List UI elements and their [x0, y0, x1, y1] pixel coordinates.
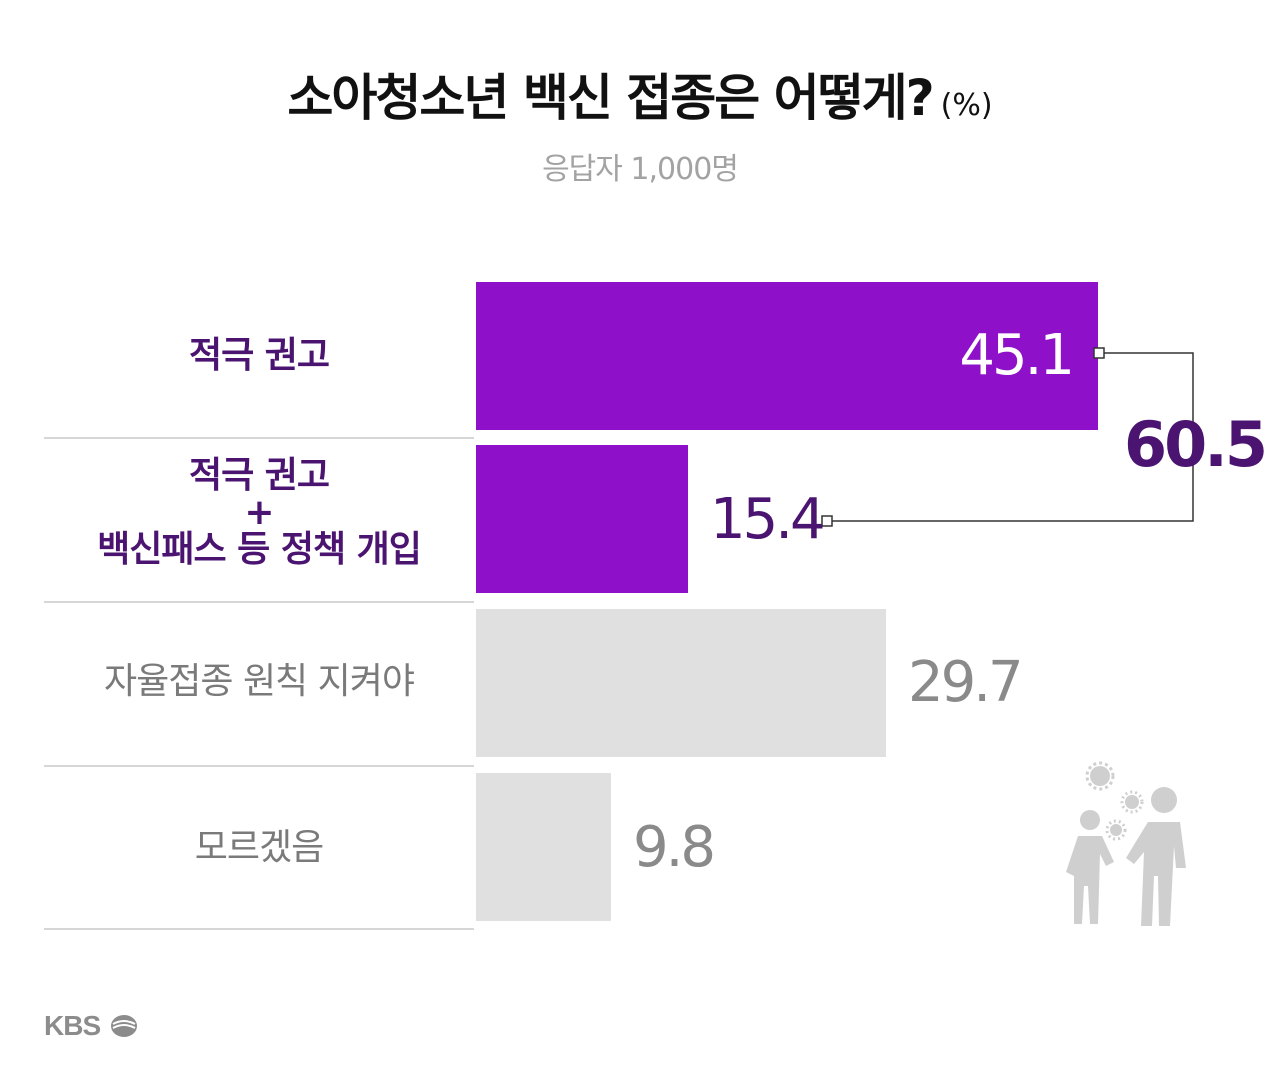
bar-active-recommend: [476, 282, 1098, 430]
category-label-line: 백신패스 등 정책 개입: [97, 529, 422, 570]
category-label-voluntary: 자율접종 원칙 지켜야: [44, 660, 474, 704]
kbs-logo-icon: [110, 1015, 137, 1037]
chart-subtitle: 응답자 1,000명: [542, 152, 739, 187]
chart-header: 소아청소년 백신 접종은 어떻게? (%): [0, 58, 1280, 138]
value-label-voluntary: 29.7: [908, 650, 1024, 715]
sum-bracket-marker-top: [1093, 347, 1105, 359]
kbs-logo-text: KBS: [44, 1010, 101, 1041]
value-label-recommend-policy: 15.4: [710, 487, 826, 552]
category-label-line: +: [244, 492, 274, 533]
bar-recommend-policy: [476, 445, 688, 593]
category-label-unknown: 모르겠음: [44, 826, 474, 870]
category-label-active-recommend: 적극 권고: [44, 334, 474, 378]
kbs-logo: KBS: [44, 1010, 139, 1042]
category-label-line: 적극 권고: [188, 455, 330, 496]
category-label-line: 자율접종 원칙 지켜야: [104, 661, 415, 702]
parent-child-virus-icon: [1066, 761, 1186, 926]
bar-voluntary: [476, 609, 886, 757]
row-divider: [44, 437, 474, 439]
row-divider: [44, 601, 474, 603]
bar-unknown: [476, 773, 611, 921]
sum-bracket-marker-bottom: [821, 515, 833, 527]
sum-total-label: 60.5: [1124, 408, 1268, 481]
value-label-unknown: 9.8: [633, 815, 716, 880]
row-divider: [44, 928, 474, 930]
category-label-recommend-policy: 적극 권고 + 백신패스 등 정책 개입: [44, 454, 474, 572]
row-divider: [44, 765, 474, 767]
chart-title: 소아청소년 백신 접종은 어떻게?: [287, 69, 934, 127]
category-label-line: 모르겠음: [194, 827, 324, 868]
sum-bracket-line: [832, 352, 1194, 522]
value-label-active-recommend: 45.1: [959, 323, 1075, 388]
chart-unit: (%): [940, 88, 993, 123]
category-label-line: 적극 권고: [188, 335, 330, 376]
